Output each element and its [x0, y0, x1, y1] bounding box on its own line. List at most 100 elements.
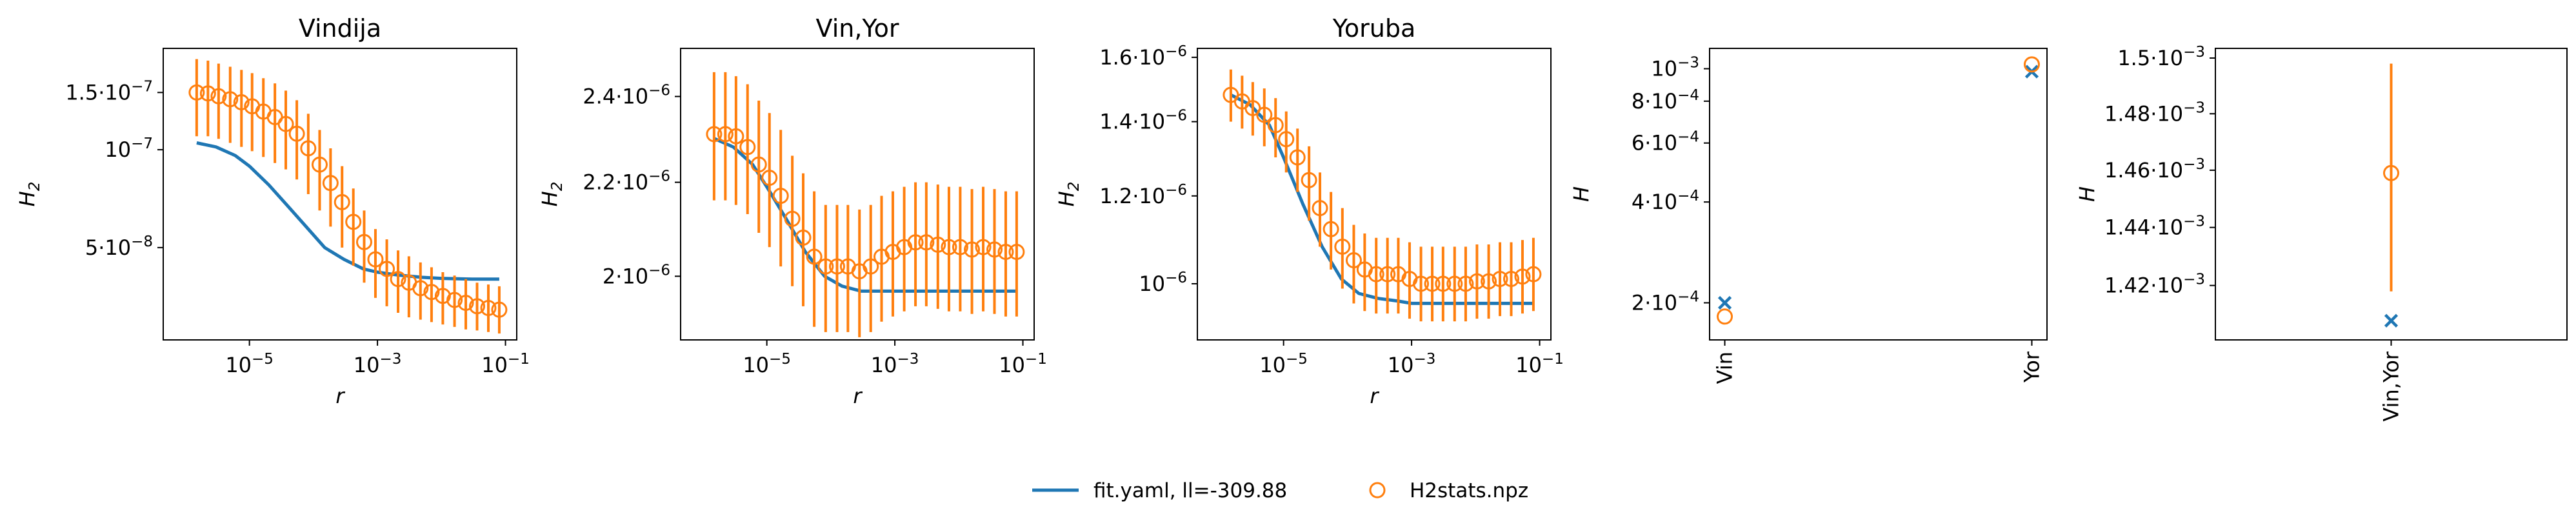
- data-point: [480, 299, 497, 316]
- data-point: [2023, 56, 2040, 73]
- data-point: [1312, 200, 1328, 217]
- data-point: [717, 126, 734, 143]
- data-point: [469, 298, 486, 315]
- model-fit-line: [196, 141, 499, 281]
- data-point: [1503, 271, 1520, 288]
- data-point: [941, 239, 957, 255]
- data-point: [986, 241, 1003, 258]
- x-tick-label: 10−1: [481, 351, 530, 377]
- y-axis-label: H: [2075, 186, 2099, 202]
- plot-area: [1223, 69, 1542, 322]
- data-point: [2383, 164, 2399, 181]
- y-axis-label: H2: [1054, 182, 1083, 207]
- data-point: [975, 239, 992, 255]
- data-point: [446, 292, 463, 308]
- data-point: [1424, 275, 1441, 292]
- data-point: [795, 229, 812, 246]
- data-point: [379, 261, 395, 277]
- subplot-title: Vindija: [299, 14, 381, 43]
- data-point: [863, 258, 879, 275]
- data-point: [918, 234, 935, 251]
- data-point: [491, 301, 508, 318]
- y-tick-label: 10−3: [1651, 55, 1699, 81]
- data-point: [1492, 271, 1508, 288]
- data-point: [997, 244, 1014, 261]
- data-point: [222, 91, 239, 108]
- data-point: [423, 284, 440, 301]
- y-tick-label: 4·10−4: [1632, 188, 1699, 214]
- data-point: [345, 213, 362, 230]
- model-point-marker: [1717, 295, 1732, 310]
- subplot-2: Vin,Yor 2·10−6 2.2·10−6 2.4·10−6 10−5 10−3 10−…: [537, 14, 1047, 408]
- subplot-1: Vindija 5·10−8 10−7 1.5·10−7 10−5 10−3 10−1 r H2: [15, 14, 530, 408]
- data-point: [907, 234, 924, 251]
- subplot-title: Yoruba: [1332, 14, 1416, 43]
- data-point: [322, 175, 339, 192]
- data-point: [300, 140, 317, 157]
- y-tick-label: 1.46·10−3: [2104, 156, 2205, 183]
- y-axis-label: H2: [15, 182, 43, 207]
- x-axis-label: r: [335, 384, 345, 408]
- y-tick-label: 1.4·10−6: [1099, 108, 1187, 134]
- model-point-marker: [2384, 313, 2399, 328]
- y-tick-label: 1.42·10−3: [2104, 272, 2205, 298]
- data-point: [1468, 273, 1485, 290]
- plot-area: [2383, 63, 2399, 328]
- y-axis-label: H2: [537, 182, 566, 207]
- data-point: [772, 188, 789, 204]
- x-tick-label: 10−5: [743, 351, 791, 377]
- data-point: [277, 115, 294, 132]
- subplot-4: 2·10−4 4·10−4 6·10−4 8·10−4 10−3 Vin Yor H: [1569, 48, 2048, 384]
- data-point: [390, 271, 406, 288]
- data-point: [457, 295, 474, 312]
- axes-frame: [1197, 48, 1552, 341]
- y-tick-label: 2·10−4: [1632, 289, 1699, 315]
- data-point: [1267, 117, 1284, 134]
- x-tick-label: Vin: [1713, 352, 1737, 384]
- data-point: [311, 156, 328, 173]
- x-tick-label: 10−3: [1388, 351, 1436, 377]
- data-point: [964, 241, 981, 258]
- x-tick-label: 10−1: [1515, 351, 1564, 377]
- data-point: [1008, 244, 1025, 261]
- data-point: [1446, 275, 1463, 292]
- data-point: [1244, 100, 1261, 117]
- subplot-title: Vin,Yor: [816, 14, 899, 43]
- y-tick-label: 2.2·10−6: [583, 168, 670, 195]
- plot-area: [188, 59, 508, 334]
- data-point: [817, 258, 834, 275]
- data-point: [728, 128, 744, 144]
- y-tick-label: 8·10−4: [1632, 87, 1699, 114]
- data-point: [233, 94, 250, 110]
- data-point: [806, 248, 823, 265]
- data-point: [750, 156, 767, 173]
- subplot-5: 1.42·10−3 1.44·10−3 1.46·10−3 1.48·10−3 1.5·…: [2075, 44, 2568, 422]
- y-tick-label: 2·10−6: [603, 262, 670, 288]
- axes-frame: [680, 48, 1035, 341]
- data-point: [1435, 275, 1452, 292]
- y-axis-label: H: [1569, 186, 1593, 202]
- plot-area: [1717, 56, 2040, 325]
- y-tick-label: 10−7: [105, 135, 153, 162]
- data-point: [1379, 266, 1396, 282]
- data-point: [1345, 252, 1362, 269]
- data-point: [706, 126, 723, 143]
- subplot-3: Yoruba 10−6 1.2·10−6 1.4·10−6 1.6·10−6 10−5 10…: [1054, 14, 1564, 408]
- data-point: [199, 85, 216, 102]
- y-tick-label: 1.48·10−3: [2104, 99, 2205, 126]
- axes-frame: [1709, 48, 2048, 341]
- x-axis-label: r: [1370, 384, 1379, 408]
- x-tick-label: Vin,Yor: [2379, 351, 2404, 421]
- data-point: [434, 288, 451, 304]
- x-tick-label: 10−5: [1259, 351, 1308, 377]
- y-tick-label: 1.44·10−3: [2104, 213, 2205, 240]
- y-tick-label: 5·10−8: [85, 233, 153, 260]
- data-point: [1525, 266, 1542, 282]
- y-tick-label: 1.5·10−7: [65, 78, 153, 104]
- legend-circle-swatch: [1369, 482, 1386, 499]
- data-point: [1256, 106, 1273, 123]
- x-tick-label: 10−3: [354, 351, 402, 377]
- y-tick-label: 2.4·10−6: [583, 83, 670, 109]
- legend-label-h2stats: H2stats.npz: [1410, 479, 1528, 502]
